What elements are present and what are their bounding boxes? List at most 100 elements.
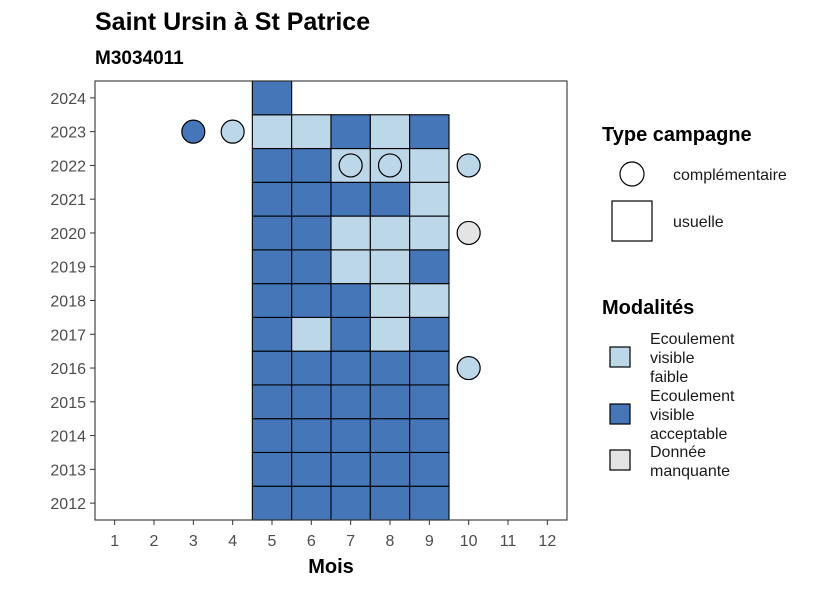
cell-2017-6 [291,316,332,352]
x-tick-label: 9 [425,533,434,550]
x-tick-label: 11 [500,533,517,550]
cell-2018-8 [369,283,411,318]
point-2022-8 [377,153,403,178]
y-tick-label: 2012 [50,496,86,513]
cell-2012-6 [291,485,332,521]
cell-2022-5 [251,147,293,183]
x-tick-label: 1 [110,533,119,550]
cell-2014-6 [291,418,332,454]
cell-2019-8 [369,249,411,285]
cell-2017-8 [369,316,411,352]
cell-2016-5 [251,350,293,386]
x-tick-label: 5 [268,533,277,550]
y-tick-label: 2016 [50,361,86,378]
point-2023-3 [181,119,206,144]
x-tick-label: 10 [460,533,478,550]
legend-item-manquante: Donnée manquante [650,444,730,480]
cell-2013-7 [330,451,371,487]
y-tick-label: 2014 [50,429,86,446]
cell-2019-9 [409,249,450,285]
cell-2016-9 [409,350,450,386]
y-tick-label: 2017 [50,327,86,344]
x-axis-title: Mois [308,556,354,578]
point-2020-10 [456,220,481,246]
cell-2013-5 [251,451,293,487]
legend-modalites: Modalités Ecoulement visible faible Ecou… [602,297,739,480]
cell-2018-9 [409,283,450,318]
cell-2014-9 [409,418,450,454]
legend-square-symbol [611,200,653,242]
cell-2023-8 [369,114,411,150]
cell-2019-6 [291,249,332,285]
cell-2024-5 [251,80,293,116]
cell-2023-5 [251,114,293,150]
cell-2021-7 [330,181,371,217]
y-tick-label: 2024 [50,91,86,108]
point-2023-4 [220,119,245,144]
plot-area: 1 2 3 4 5 6 7 8 9 10 11 122012201320142015201620172… [50,80,568,550]
x-tick-label: 2 [150,533,159,550]
point-2022-7 [338,153,363,178]
cell-2021-9 [409,181,450,217]
cell-2012-9 [409,485,450,521]
cell-2013-8 [369,451,411,487]
legend-item-acceptable: Ecoulement visible acceptable [650,388,739,443]
x-tick-label: 3 [189,533,198,550]
cell-2016-6 [291,350,332,386]
x-tick-label: 6 [307,533,316,550]
legend-type-campagne: Type campagne complémentaire usuelle [602,124,787,242]
y-tick-label: 2022 [50,158,86,175]
cell-2012-7 [330,485,371,521]
x-tick-label: 12 [538,533,556,550]
legend-item-complementaire: complémentaire [673,167,787,184]
cell-2020-5 [251,215,293,251]
legend-modalites-title: Modalités [602,297,694,319]
y-tick-label: 2021 [50,192,86,209]
cell-2022-6 [291,147,332,183]
cell-2017-5 [251,316,293,352]
cell-2015-8 [369,384,411,420]
legend-swatch-acceptable [609,403,631,425]
cell-2023-7 [330,114,371,150]
legend-type-title: Type campagne [602,124,752,146]
cell-2014-8 [369,418,411,454]
chart-subtitle: M3034011 [95,48,184,69]
cell-2020-8 [369,215,411,251]
cell-2021-8 [369,181,411,217]
cell-2013-9 [409,451,450,487]
cell-2015-7 [330,384,371,420]
y-tick-label: 2019 [50,260,86,277]
cell-2014-5 [251,418,293,454]
chart-title: Saint Ursin à St Patrice [95,8,370,36]
legend-item-usuelle: usuelle [673,214,724,231]
legend-swatch-manquante [609,449,631,471]
cell-2015-5 [251,384,293,420]
y-tick-label: 2023 [50,125,86,142]
cell-2021-6 [291,181,332,217]
cell-2015-6 [291,384,332,420]
y-tick-label: 2020 [50,226,86,243]
cell-2015-9 [409,384,450,420]
cell-2020-9 [409,215,450,251]
cell-2019-7 [330,249,371,285]
cell-2012-5 [251,485,293,521]
cell-2018-6 [291,283,332,318]
cell-2018-5 [251,283,293,318]
cell-2013-6 [291,451,332,487]
cell-2012-8 [369,485,411,521]
y-tick-label: 2018 [50,294,86,311]
point-2016-10 [456,355,481,381]
cell-2017-9 [409,316,450,352]
cell-2019-5 [251,249,293,285]
cell-2017-7 [330,316,371,352]
cell-2016-7 [330,350,371,386]
x-tick-label: 4 [228,533,237,550]
y-tick-label: 2015 [50,395,86,412]
x-tick-label: 8 [386,533,395,550]
x-tick-label: 7 [346,533,355,550]
legend-circle-symbol [619,161,645,187]
y-tick-label: 2013 [50,462,86,479]
cell-2020-7 [330,215,371,251]
cell-2022-9 [409,147,450,183]
